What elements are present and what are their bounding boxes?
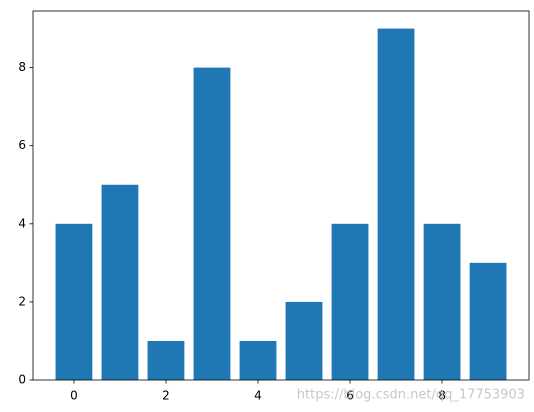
y-tick-label: 2 [18, 294, 26, 308]
watermark: https://blog.csdn.net/qq_17753903 [297, 388, 525, 403]
bar [193, 67, 231, 380]
x-tick-label: 4 [254, 389, 262, 403]
bar [377, 28, 415, 380]
x-tick-label: 0 [70, 389, 78, 403]
y-tick-label: 8 [18, 60, 26, 74]
bar [239, 340, 277, 380]
x-tick-label: 6 [346, 389, 354, 403]
bar [423, 223, 461, 380]
y-tick-label: 0 [18, 373, 26, 387]
x-tick-label: 2 [162, 389, 170, 403]
bar [285, 301, 323, 380]
axes-frame [32, 10, 530, 381]
y-tick-label: 4 [18, 216, 26, 230]
bar [101, 184, 139, 380]
bar [147, 340, 185, 380]
bar [55, 223, 93, 380]
bar [469, 262, 507, 380]
bar [331, 223, 369, 380]
y-tick-label: 6 [18, 138, 26, 152]
x-tick-label: 8 [438, 389, 446, 403]
